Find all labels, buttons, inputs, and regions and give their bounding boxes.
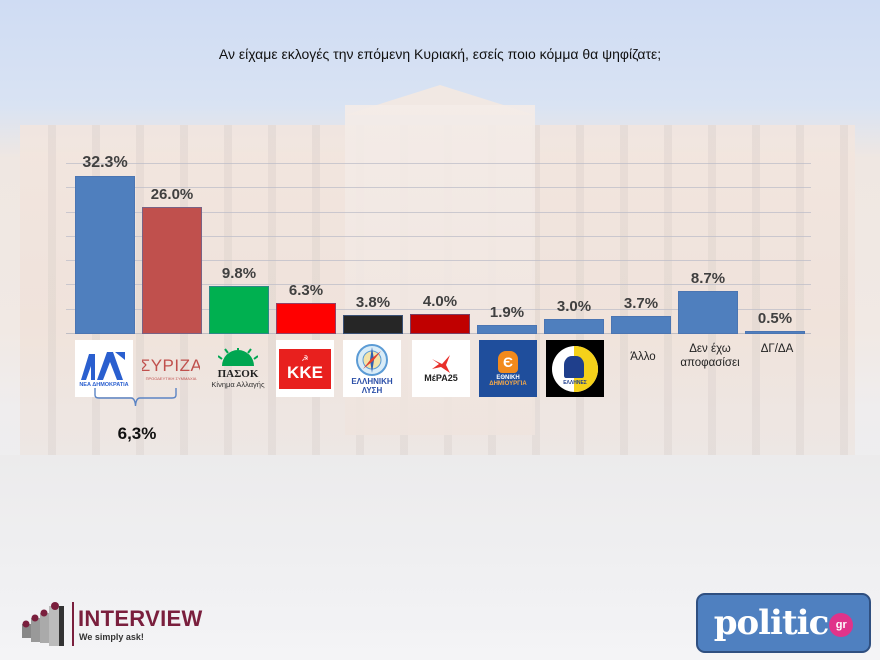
- bar: [477, 324, 537, 334]
- interview-divider: [72, 602, 74, 646]
- gridline: [66, 163, 811, 164]
- gridline: [66, 187, 811, 188]
- category-label-dk-na: ΔΓ/ΔΑ: [760, 343, 794, 355]
- bar: [678, 291, 738, 334]
- el-lysi-line2: ΛΥΣΗ: [361, 385, 383, 395]
- bar-value-label: 3.8%: [355, 294, 391, 312]
- brace-annotation-icon: [94, 388, 177, 406]
- bar: [745, 331, 805, 334]
- syriza-caption: ΠΡΟΟΔΕΥΤΙΚΗ ΣΥΜΜΑΧΙΑ: [145, 376, 197, 381]
- pasok-caption: Κίνημα Αλλαγής: [211, 380, 265, 389]
- bar-value-label: 4.0%: [422, 293, 458, 311]
- bar-value-label: 3.7%: [623, 294, 659, 312]
- bar-value-label: 9.8%: [221, 264, 257, 282]
- hammer-sickle-icon: ☭: [301, 353, 309, 363]
- swallow-bird-icon: [432, 354, 450, 373]
- bar: [276, 303, 336, 334]
- ethniki-mark: Є: [498, 350, 518, 373]
- logo-elliniki-lysi: ΕΛΛΗΝΙΚΗ ΛΥΣΗ: [343, 340, 401, 397]
- compass-icon: [356, 343, 388, 376]
- bar: [142, 206, 202, 334]
- gridline: [66, 309, 811, 310]
- gridline: [66, 260, 811, 261]
- bar-value-label: 0.5%: [757, 310, 793, 327]
- logo-ellines: ΕΛΛΗΝΕΣ: [546, 340, 604, 397]
- lead-difference-label: 6,3%: [117, 424, 157, 443]
- bar-value-label: 26.0%: [150, 185, 194, 203]
- politic-gr-badge: gr: [829, 613, 854, 637]
- chart-title: Αν είχαμε εκλογές την επόμενη Κυριακή, ε…: [218, 46, 662, 62]
- bar: [209, 285, 269, 334]
- category-label-undecided: Δεν έχω αποφασίσει: [680, 343, 740, 369]
- kke-mark: ΚΚΕ: [287, 362, 323, 382]
- mera25-mark: ΜέΡΑ25: [424, 372, 458, 383]
- nd-caption: ΝΕΑ ΔΗΜΟΚΡΑΤΙΑ: [79, 381, 129, 388]
- pasok-mark: ΠΑΣΟΚ: [217, 368, 259, 380]
- plot-area: 32.3% 26.0% 9.8% 6.3% 3.8% 4.0% 1.9% 3.0% 3.7% 8.…: [66, 150, 811, 334]
- logo-syriza: ΣΥΡΙΖΑ ΠΡΟΟΔΕΥΤΙΚΗ ΣΥΜΜΑΧΙΑ: [142, 340, 200, 397]
- bar-value-label: 6.3%: [288, 282, 324, 300]
- interview-tagline: We simply ask!: [79, 632, 144, 642]
- bar: [544, 319, 604, 334]
- ethniki-line2: ΔΗΜΙΟΥΡΓΙΑ: [489, 380, 527, 387]
- bar: [611, 315, 671, 334]
- bar-value-label: 1.9%: [489, 303, 525, 321]
- syriza-mark: ΣΥΡΙΖΑ: [142, 356, 200, 375]
- ellines-circle: ΕΛΛΗΝΕΣ: [552, 345, 598, 392]
- bar-value-label: 32.3%: [82, 153, 128, 171]
- el-lysi-line1: ΕΛΛΗΝΙΚΗ: [351, 376, 393, 386]
- interview-logo: INTERVIEW We simply ask!: [20, 600, 220, 650]
- category-label-allo: Άλλο: [630, 351, 656, 363]
- gridline: [66, 212, 811, 213]
- horseman-icon: [564, 355, 584, 378]
- bar-value-label: 3.0%: [556, 298, 592, 316]
- politic-name: politic: [713, 603, 830, 643]
- gridline: [66, 236, 811, 237]
- interview-bars-icon: [22, 602, 64, 646]
- logo-mera25: ΜέΡΑ25: [412, 340, 470, 397]
- bar: [343, 315, 403, 334]
- gridline: [66, 284, 811, 285]
- kke-box: ☭ ΚΚΕ: [279, 348, 331, 389]
- ellines-caption: ΕΛΛΗΝΕΣ: [563, 379, 587, 386]
- bar: [75, 175, 135, 334]
- bar-value-label: 8.7%: [690, 270, 726, 288]
- politic-gr-logo: politic gr: [696, 593, 871, 653]
- logo-pasok: ΠΑΣΟΚ Κίνημα Αλλαγής: [209, 340, 267, 397]
- bar: [410, 314, 470, 334]
- nd-mark-icon: [81, 351, 125, 380]
- interview-name: INTERVIEW: [78, 606, 203, 631]
- logo-nea-dimokratia: ΝΕΑ ΔΗΜΟΚΡΑΤΙΑ: [75, 340, 133, 397]
- pasok-sun-icon: [218, 348, 258, 366]
- logo-kke: ☭ ΚΚΕ: [276, 340, 334, 397]
- logo-ethniki-dimiourgia: Є ΕΘΝΙΚΗ ΔΗΜΙΟΥΡΓΙΑ: [479, 340, 537, 397]
- ethniki-line1: ΕΘΝΙΚΗ: [496, 374, 520, 381]
